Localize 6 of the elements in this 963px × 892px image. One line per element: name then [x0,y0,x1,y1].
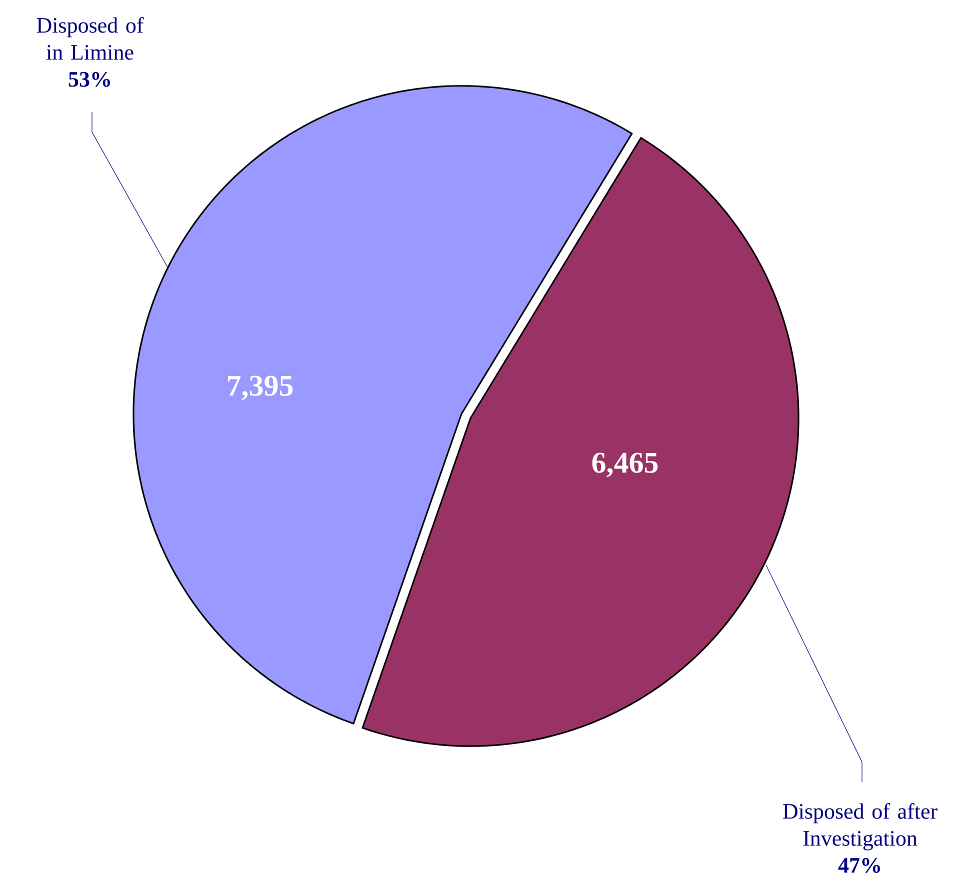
text: 47% [838,858,880,873]
slice-label: Disposed of in Limine [36,17,144,60]
data-label: 6,465 [592,452,658,478]
data-label: 7,395 [228,376,293,400]
slice-label: Disposed of after Investigation [783,803,938,850]
text: 53% [68,72,110,87]
